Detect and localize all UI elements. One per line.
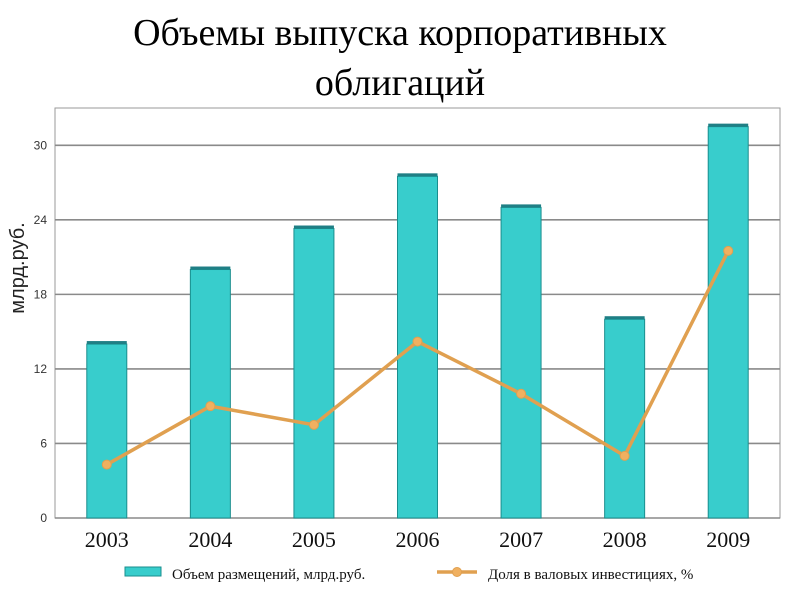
- x-tick-label-2008: 2008: [603, 527, 647, 552]
- x-tick-box-2009: [691, 520, 766, 560]
- axis-layer: 0 6 12 18 24 30 млрд.руб. 2003 2004 2005 2006 2007 2…: [7, 138, 766, 560]
- x-tick-label-2006: 2006: [396, 527, 440, 552]
- line-point-2008: [619, 450, 630, 461]
- line-point-2003: [101, 459, 112, 470]
- line-point-2004: [205, 401, 216, 412]
- x-tick-label-2007: 2007: [499, 527, 543, 552]
- bars-layer: [86, 123, 749, 519]
- x-tick-box-2003: [69, 520, 144, 560]
- x-tick-box-2004: [173, 520, 248, 560]
- bar-2003: [86, 343, 128, 519]
- y-tick-label-30: 30: [34, 138, 48, 152]
- y-tick-label-24: 24: [34, 213, 48, 227]
- line-layer: [101, 245, 734, 470]
- legend-label-line: Доля в валовых инвестициях, %: [488, 567, 693, 583]
- bar-2007: [500, 206, 542, 519]
- bar-2009: [707, 126, 749, 519]
- bar-line-chart: 0 6 12 18 24 30 млрд.руб. 2003 2004 2005 2006 2007 2…: [7, 107, 781, 583]
- x-tick-label-2003: 2003: [85, 527, 129, 552]
- y-axis-label: млрд.руб.: [7, 222, 29, 313]
- x-tick-label-2004: 2004: [188, 527, 232, 552]
- chart-title-line-1: Объемы выпуска корпоративных: [133, 12, 667, 54]
- legend: Объем размещений, млрд.руб. Доля в валовы…: [124, 566, 693, 583]
- y-tick-label-6: 6: [40, 436, 47, 450]
- legend-swatch-line-marker: [452, 567, 462, 577]
- x-tick-box-2007: [484, 520, 559, 560]
- x-tick-box-2005: [276, 520, 351, 560]
- bar-2008: [604, 318, 646, 519]
- x-tick-label-2009: 2009: [706, 527, 750, 552]
- line-point-2007: [516, 388, 527, 399]
- bar-top-2007: [501, 204, 542, 208]
- bar-top-2005: [293, 225, 334, 229]
- line-point-2006: [412, 336, 423, 347]
- line-point-2009: [723, 245, 734, 256]
- chart-title: Объемы выпуска корпоративных облигаций: [0, 8, 800, 108]
- x-tick-label-2005: 2005: [292, 527, 336, 552]
- bar-2004: [189, 269, 231, 519]
- chart-title-line-2: облигаций: [314, 62, 486, 104]
- line-point-2005: [308, 419, 319, 430]
- y-tick-label-18: 18: [34, 287, 48, 301]
- legend-swatch-bar: [124, 566, 162, 577]
- x-tick-box-2006: [380, 520, 455, 560]
- legend-label-bar: Объем размещений, млрд.руб.: [172, 567, 365, 583]
- y-tick-label-0: 0: [40, 511, 47, 525]
- y-tick-label-12: 12: [34, 362, 48, 376]
- bar-top-2003: [86, 341, 127, 345]
- x-tick-box-2008: [587, 520, 662, 560]
- bar-top-2006: [397, 173, 438, 177]
- bar-top-2009: [708, 123, 749, 127]
- bar-top-2004: [190, 266, 231, 270]
- bar-2005: [293, 228, 335, 519]
- bar-top-2008: [604, 316, 645, 320]
